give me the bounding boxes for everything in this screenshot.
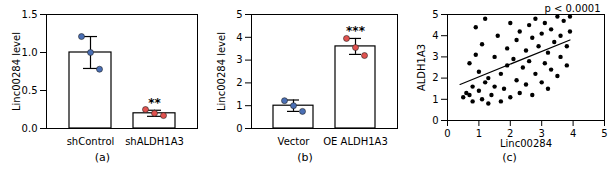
svg-text:1: 1 bbox=[432, 94, 438, 105]
svg-text:4: 4 bbox=[432, 30, 438, 41]
svg-text:shControl: shControl bbox=[67, 136, 115, 147]
svg-text:1: 1 bbox=[236, 100, 242, 111]
svg-text:5: 5 bbox=[236, 9, 242, 20]
svg-text:p < 0.0001: p < 0.0001 bbox=[544, 3, 600, 14]
svg-text:0: 0 bbox=[236, 123, 242, 134]
svg-text:1.0: 1.0 bbox=[22, 47, 38, 58]
svg-text:2: 2 bbox=[236, 77, 242, 88]
svg-text:1: 1 bbox=[476, 128, 482, 139]
svg-text:3: 3 bbox=[432, 51, 438, 62]
svg-text:Vector: Vector bbox=[278, 136, 311, 147]
svg-text:ALDH1A3: ALDH1A3 bbox=[416, 44, 427, 91]
svg-text:2: 2 bbox=[507, 127, 514, 139]
html-text:(c): (c) bbox=[502, 151, 517, 164]
svg-text:4: 4 bbox=[570, 128, 576, 139]
html-text:(b): (b) bbox=[297, 151, 313, 164]
svg-text:Linc00284 level: Linc00284 level bbox=[216, 32, 227, 111]
svg-text:**: ** bbox=[148, 96, 161, 110]
svg-text:2: 2 bbox=[432, 72, 438, 83]
svg-text:4: 4 bbox=[236, 32, 242, 43]
svg-text:0: 0 bbox=[432, 115, 438, 126]
svg-text:5: 5 bbox=[432, 9, 438, 20]
svg-text:***: *** bbox=[346, 24, 366, 38]
svg-text:1.5: 1.5 bbox=[22, 9, 38, 20]
html-text:(a): (a) bbox=[94, 151, 111, 164]
svg-text:3: 3 bbox=[538, 127, 545, 139]
svg-text:Linc00284: Linc00284 bbox=[500, 138, 552, 149]
svg-text:5: 5 bbox=[601, 128, 607, 139]
svg-text:Linc00284 level: Linc00284 level bbox=[11, 32, 22, 111]
svg-text:3: 3 bbox=[236, 54, 242, 65]
svg-text:OE ALDH1A3: OE ALDH1A3 bbox=[323, 136, 388, 147]
svg-text:0.5: 0.5 bbox=[22, 85, 38, 96]
svg-text:0: 0 bbox=[444, 128, 450, 139]
svg-text:0.0: 0.0 bbox=[22, 123, 38, 134]
svg-text:shALDH1A3: shALDH1A3 bbox=[125, 136, 184, 147]
